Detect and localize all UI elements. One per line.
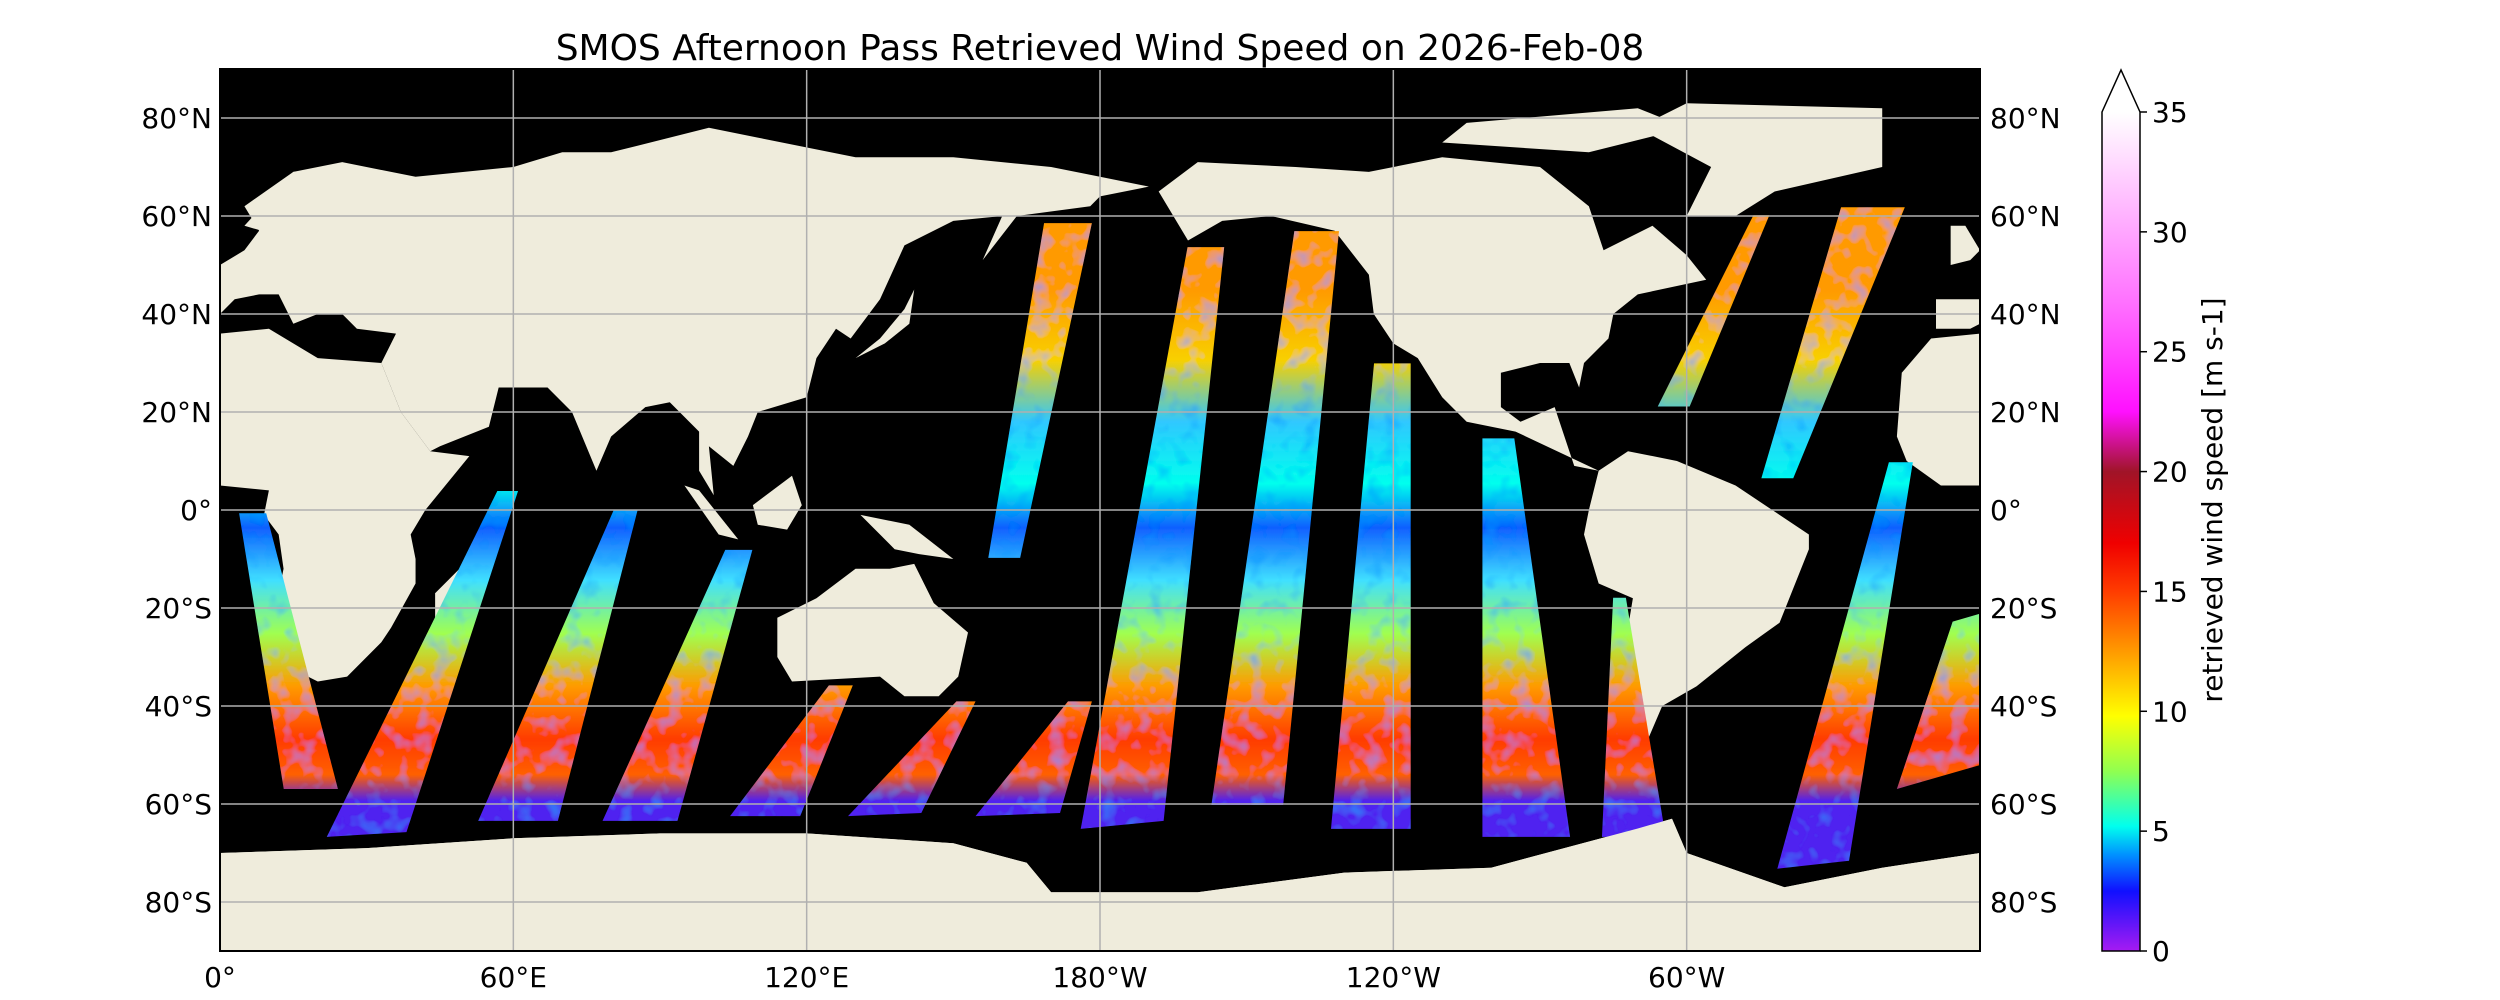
land-greenland <box>1637 103 1883 216</box>
lat-tick-label-left: 60°N <box>141 200 212 233</box>
satellite-swath <box>1482 438 1571 837</box>
lat-tick-label-right: 40°S <box>1990 690 2057 723</box>
land-sumatra <box>684 485 739 540</box>
satellite-swath <box>988 223 1092 558</box>
satellite-swath <box>239 513 338 790</box>
lat-tick-label-right: 20°N <box>1990 396 2061 429</box>
lat-tick-label-right: 20°S <box>1990 592 2057 625</box>
satellite-swath <box>848 701 976 817</box>
lat-tick-label-left: 20°S <box>145 592 212 625</box>
satellite-swath <box>602 549 753 821</box>
lon-tick-label: 120°W <box>1346 961 1441 994</box>
land-west-africa <box>1896 333 1980 486</box>
colorbar-tick-label: 10 <box>2152 695 2188 728</box>
colorbar-tick-label: 25 <box>2152 336 2188 369</box>
land-britain <box>1950 225 1980 265</box>
satellite-swath <box>1211 231 1339 805</box>
land-japan <box>855 289 915 359</box>
satellite-swath <box>1777 462 1913 869</box>
lat-tick-label-left: 80°S <box>145 886 212 919</box>
colorbar-extend-arrow <box>2102 70 2140 112</box>
colorbar-tick-label: 30 <box>2152 216 2188 249</box>
satellite-swath <box>1601 597 1666 837</box>
lat-tick-label-left: 40°N <box>141 298 212 331</box>
colorbar-tick-label: 0 <box>2152 935 2170 968</box>
lon-tick-label: 180°W <box>1052 961 1147 994</box>
lon-tick-label: 120°E <box>764 961 849 994</box>
satellite-swath <box>1080 247 1225 829</box>
lat-tick-label-right: 60°S <box>1990 788 2057 821</box>
lat-tick-label-right: 0° <box>1990 494 2022 527</box>
satellite-swath <box>975 701 1092 817</box>
lat-tick-label-right: 40°N <box>1990 298 2061 331</box>
colorbar-label: retrieved wind speed [m s-1] <box>2196 297 2229 702</box>
lat-tick-label-left: 60°S <box>145 788 212 821</box>
land-scandinavia-north <box>244 167 367 236</box>
land-antarctica-top <box>220 818 1980 951</box>
swaths <box>239 207 1980 869</box>
land-australia <box>777 563 968 697</box>
land-arctic-islands <box>1442 108 1687 153</box>
lat-tick-label-right: 80°S <box>1990 886 2057 919</box>
satellite-swath <box>478 510 638 821</box>
satellite-swath <box>1330 363 1411 829</box>
satellite-swath <box>1761 207 1905 479</box>
lon-tick-label: 0° <box>204 961 236 994</box>
lon-tick-label: 60°W <box>1648 961 1725 994</box>
chart-title: SMOS Afternoon Pass Retrieved Wind Speed… <box>556 28 1645 69</box>
colorbar-bar <box>2102 112 2140 951</box>
colorbar-tick-label: 15 <box>2152 575 2188 608</box>
colorbar-tick-label: 35 <box>2152 96 2188 129</box>
satellite-swath <box>1657 215 1770 407</box>
map-content <box>220 69 1980 951</box>
map-frame <box>219 68 1981 952</box>
lon-tick-label: 60°E <box>480 961 547 994</box>
land-eurasia <box>220 127 1149 496</box>
satellite-swath <box>326 490 519 837</box>
lat-tick-label-left: 0° <box>180 494 212 527</box>
lat-tick-label-right: 60°N <box>1990 200 2061 233</box>
land-new-guinea <box>860 514 954 559</box>
lat-tick-label-left: 40°S <box>145 690 212 723</box>
colorbar-tick-label: 20 <box>2152 456 2188 489</box>
colorbar-tick-label: 5 <box>2152 815 2170 848</box>
satellite-swath <box>1896 613 1980 790</box>
colorbar: 0 5 10 15 20 25 30 35 retrieved wind speed [m s-… <box>2101 68 2229 968</box>
colorbar-outline <box>2101 68 2141 952</box>
map-panel: 80°N 80°N 60°N 60°N 40°N 40°N 20°N 20°N 0° 0° 20°S… <box>141 68 2061 994</box>
lat-tick-label-left: 80°N <box>141 102 212 135</box>
land-borneo <box>752 475 802 530</box>
satellite-swath <box>730 685 853 817</box>
lat-tick-label-left: 20°N <box>141 396 212 429</box>
lat-tick-label-right: 80°N <box>1990 102 2061 135</box>
